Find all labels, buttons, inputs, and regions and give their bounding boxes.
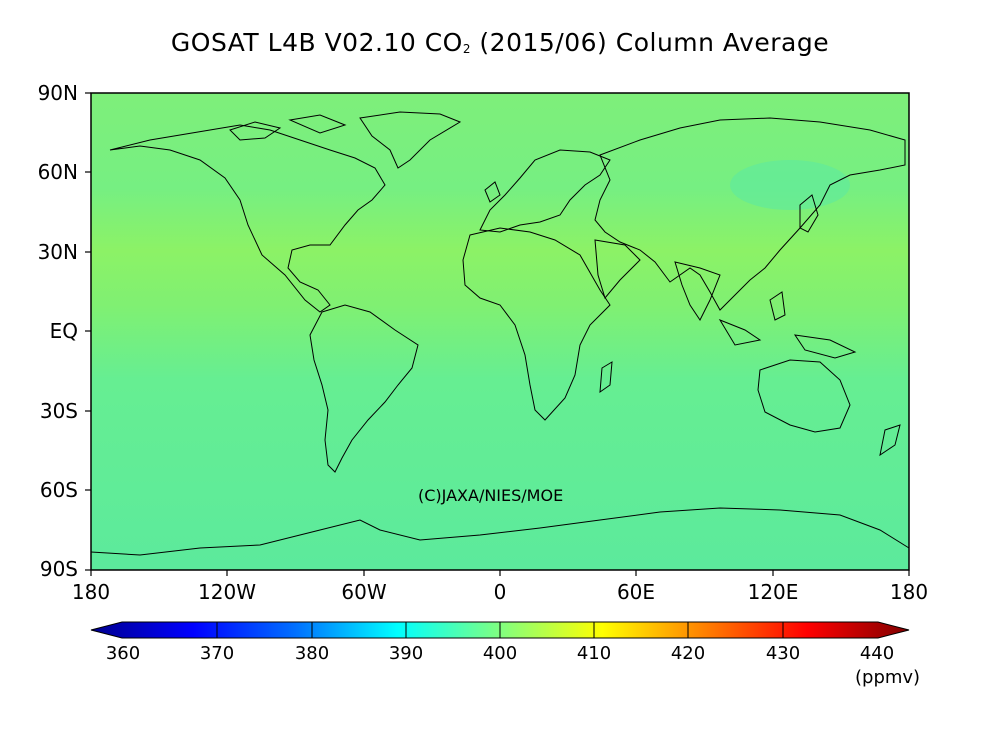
lat-label-eq: EQ [49, 319, 78, 343]
coastlines [90, 111, 910, 556]
lon-label-60e: 60E [616, 580, 656, 604]
lon-label-60w: 60W [341, 580, 387, 604]
colorbar-unit: (ppmv) [855, 667, 921, 688]
colorbar-label-390: 390 [388, 643, 424, 664]
lat-label-60s: 60S [39, 478, 78, 502]
credit-text: (C)JAXA/NIES/MOE [418, 486, 564, 505]
lon-label-180e: 180 [889, 580, 929, 604]
colorbar-label-420: 420 [670, 643, 706, 664]
colorbar-label-360: 360 [105, 643, 141, 664]
colorbar-label-410: 410 [576, 643, 612, 664]
lat-label-90n: 90N [37, 81, 78, 105]
lat-label-60n: 60N [37, 160, 78, 184]
map-title: GOSAT L4B V02.10 CO2 (2015/06) Column Av… [170, 28, 830, 57]
colorbar-label-430: 430 [765, 643, 801, 664]
lat-label-30s: 30S [39, 399, 78, 423]
axis-ticks [85, 92, 910, 576]
lon-label-120e: 120E [747, 580, 799, 604]
lon-label-180w: 180 [71, 580, 111, 604]
lat-label-30n: 30N [37, 240, 78, 264]
lon-label-0: 0 [493, 580, 507, 604]
colorbar-label-400: 400 [482, 643, 518, 664]
colorbar-label-440: 440 [859, 643, 895, 664]
siberia-low-patch [730, 160, 850, 210]
colorbar-label-370: 370 [199, 643, 235, 664]
colorbar-ticks [216, 622, 784, 638]
lat-label-90s: 90S [39, 557, 78, 581]
lon-label-120w: 120W [198, 580, 256, 604]
colorbar-label-380: 380 [294, 643, 330, 664]
